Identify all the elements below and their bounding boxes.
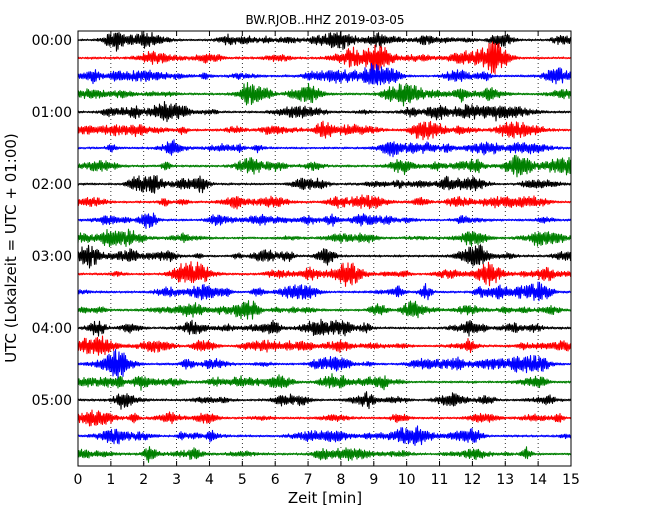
y-tick-label: 05:00	[32, 393, 72, 409]
seismic-trace-0015	[77, 41, 572, 75]
seismic-trace-0230	[77, 212, 572, 229]
seismic-trace-0430	[77, 349, 572, 380]
seismic-trace-0030	[77, 63, 572, 86]
seismic-trace-0545	[77, 446, 572, 463]
x-tick-label: 12	[463, 472, 481, 488]
seismic-traces	[77, 31, 572, 463]
x-tick-label: 3	[172, 472, 181, 488]
seismic-trace-0115	[77, 120, 572, 141]
x-axis-label: Zeit [min]	[288, 489, 362, 507]
axis-ticks: 0 1 2 3 4 5 6 7 8 9 10 11 12 13 14 1500:0001:0002:0003:…	[32, 31, 580, 488]
seismic-trace-0145	[77, 154, 572, 178]
seismic-trace-0415	[77, 335, 572, 356]
seismic-trace-0100	[77, 100, 572, 123]
seismic-trace-0330	[77, 281, 572, 302]
x-tick-label: 15	[562, 472, 580, 488]
y-axis-label: UTC (Lokalzeit = UTC + 01:00)	[2, 133, 20, 363]
x-tick-label: 4	[205, 472, 214, 488]
x-tick-label: 1	[106, 472, 115, 488]
x-tick-label: 6	[271, 472, 280, 488]
x-tick-label: 11	[431, 472, 449, 488]
seismic-trace-0215	[77, 194, 572, 210]
seismic-trace-0400	[77, 318, 572, 337]
seismic-trace-0445	[77, 373, 572, 391]
x-tick-label: 10	[398, 472, 416, 488]
x-tick-label: 8	[336, 472, 345, 488]
y-tick-label: 01:00	[32, 105, 72, 121]
seismic-trace-0345	[77, 300, 572, 320]
y-tick-label: 04:00	[32, 321, 72, 337]
seismic-trace-0245	[77, 228, 572, 248]
seismic-trace-0045	[77, 82, 572, 107]
chart-title: BW.RJOB..HHZ 2019-03-05	[245, 13, 404, 27]
seismic-trace-0200	[77, 174, 572, 194]
x-tick-label: 14	[529, 472, 547, 488]
seismic-trace-0300	[77, 244, 572, 269]
x-tick-label: 5	[238, 472, 247, 488]
x-tick-label: 9	[369, 472, 378, 488]
x-tick-label: 2	[139, 472, 148, 488]
seismic-trace-0515	[77, 409, 572, 427]
x-tick-label: 0	[74, 472, 83, 488]
seismic-trace-0530	[77, 425, 572, 446]
y-tick-label: 02:00	[32, 177, 72, 193]
y-tick-label: 00:00	[32, 33, 72, 49]
grid-lines	[110, 31, 539, 466]
y-tick-label: 03:00	[32, 249, 72, 265]
seismic-trace-0000	[77, 31, 572, 52]
x-tick-label: 13	[496, 472, 514, 488]
seismic-trace-0315	[77, 261, 572, 287]
plot-frame	[77, 30, 572, 467]
x-tick-label: 7	[304, 472, 313, 488]
seismic-trace-0130	[77, 139, 572, 158]
seismic-trace-0500	[77, 391, 572, 410]
